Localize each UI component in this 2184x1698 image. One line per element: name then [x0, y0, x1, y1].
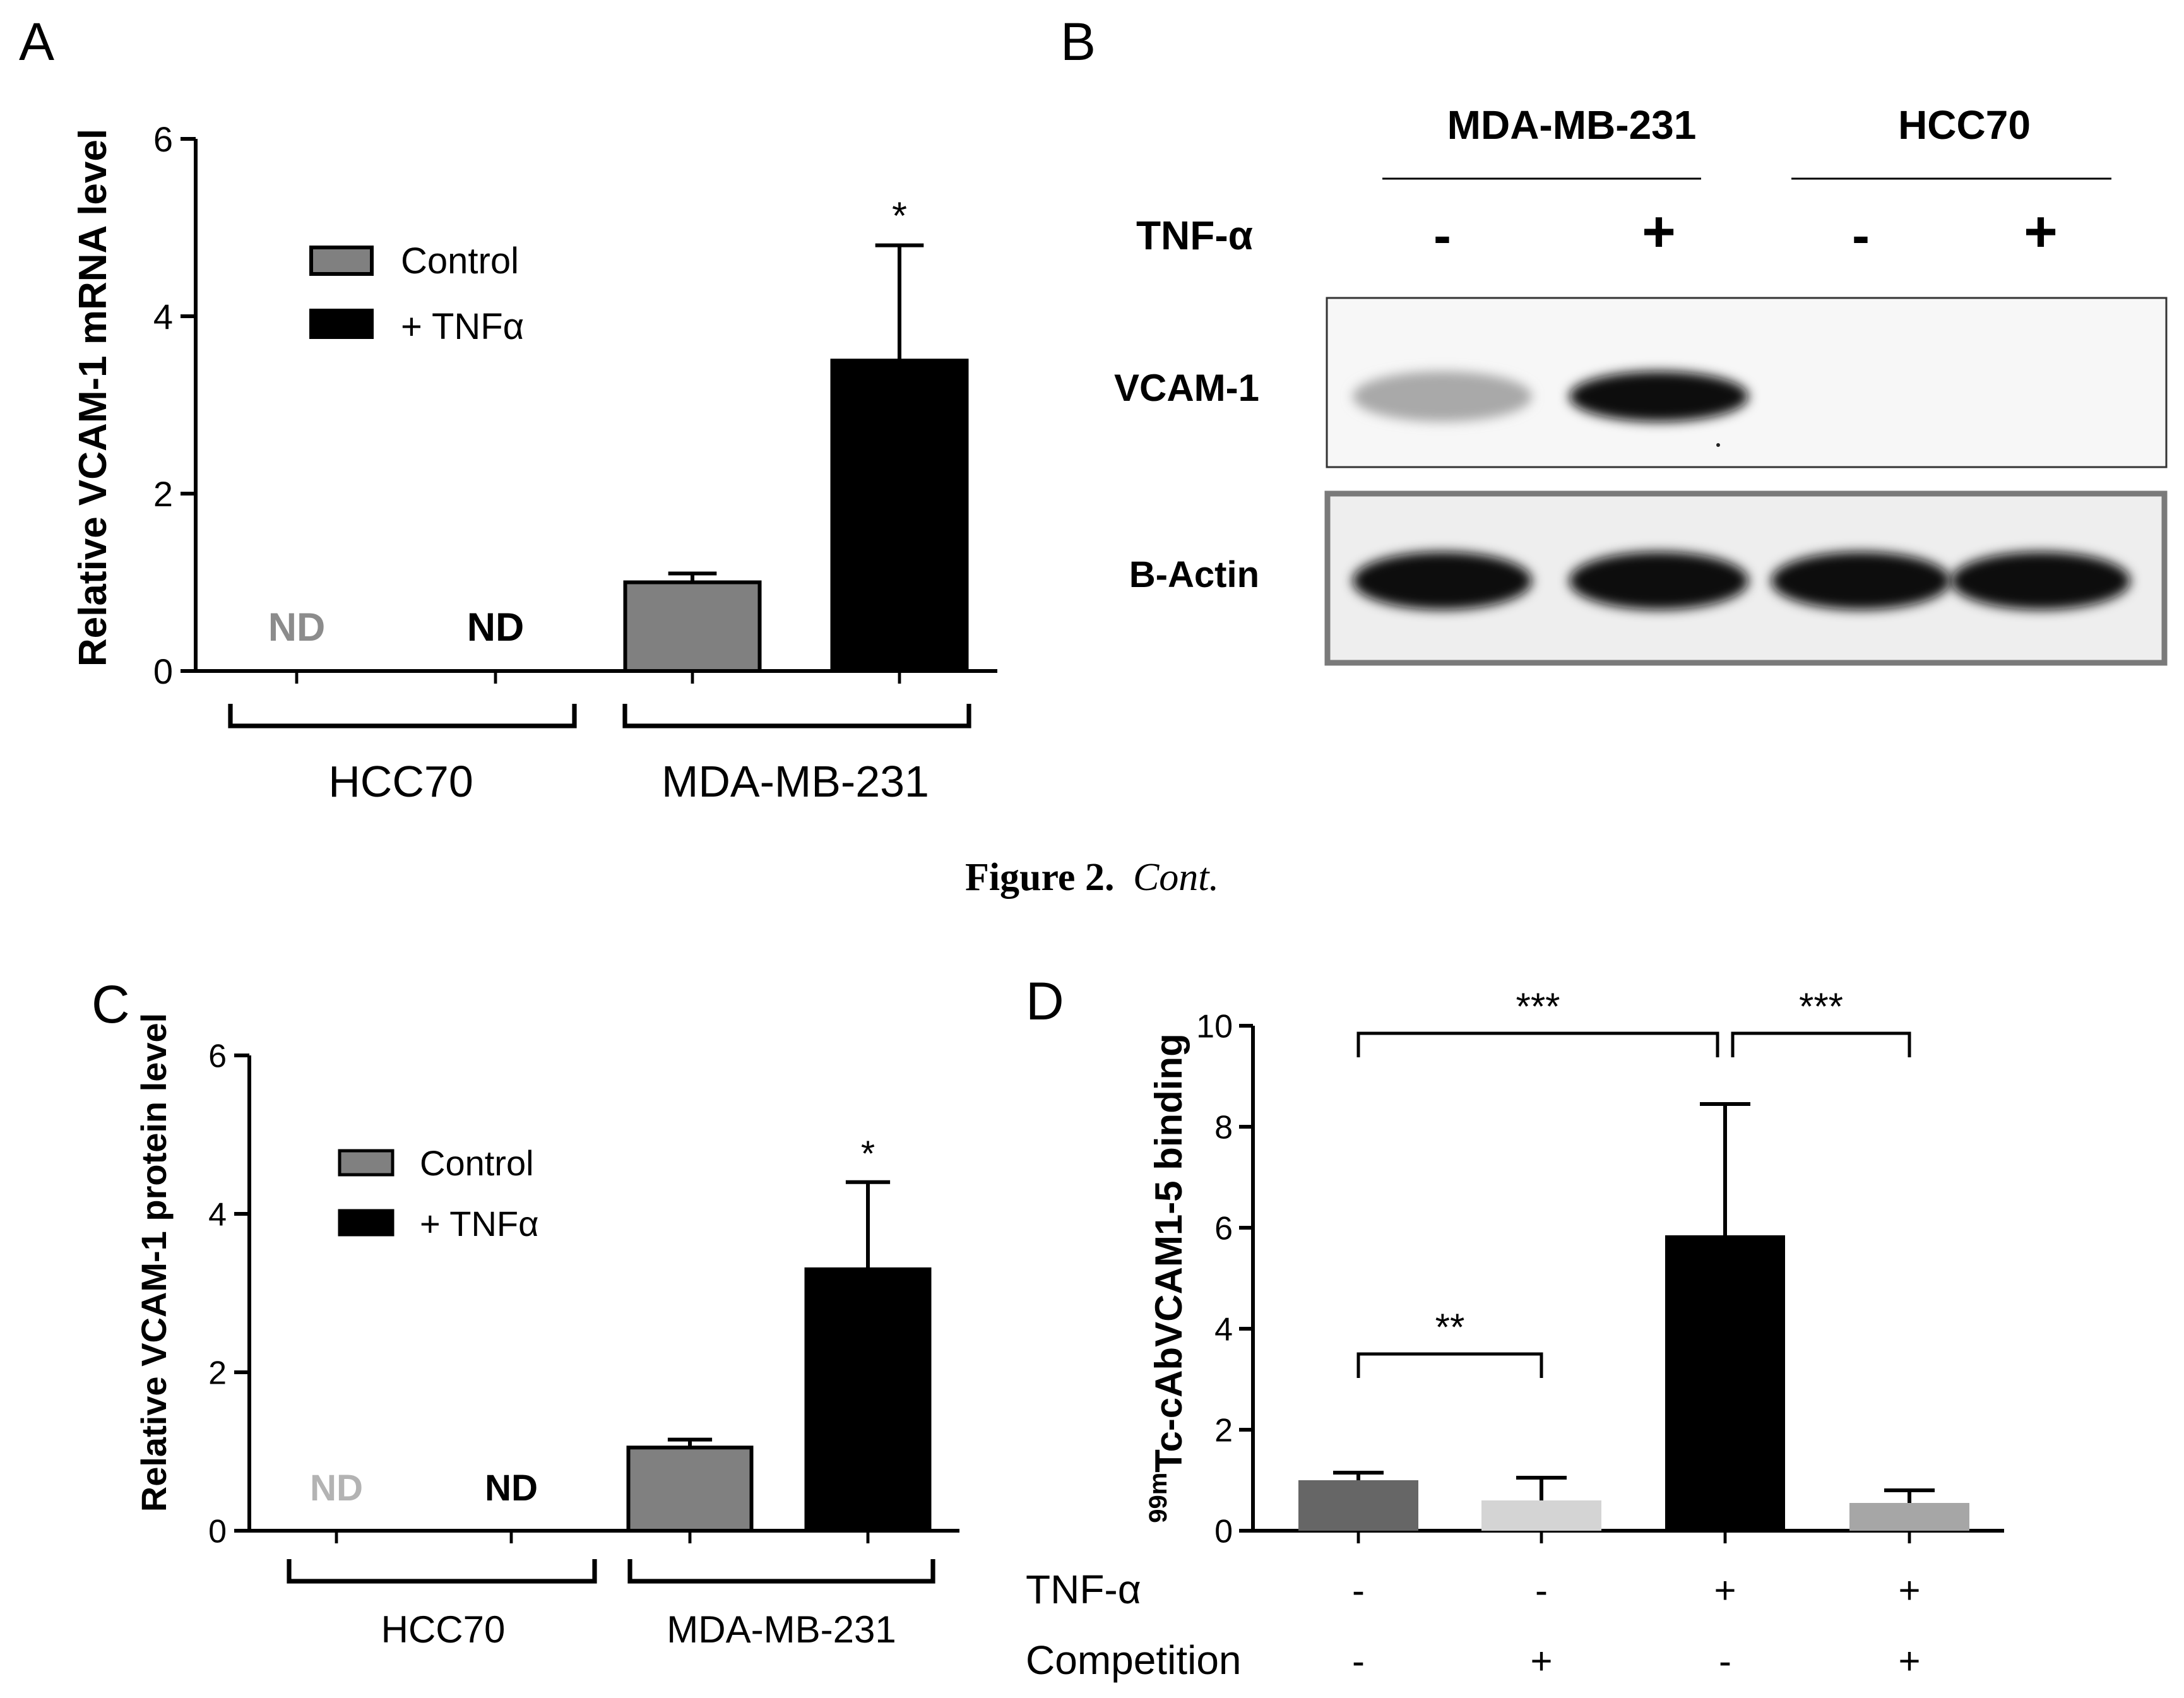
- panel-a-group-bracket: [228, 704, 577, 728]
- panel-d: D 99mTc-cAbVCAM1-5 binding 0 2 4 6 8 10 - - - + + -…: [1026, 971, 2004, 1683]
- panel-b-cell-line-hcc70: HCC70: [1898, 102, 2031, 148]
- panel-a-nd-label: ND: [467, 605, 525, 650]
- panel-a-letter: A: [19, 12, 54, 71]
- svg-text:Figure 2. Cont.: Figure 2. Cont.: [965, 856, 1219, 899]
- panel-c-legend-swatch-tnf: [338, 1209, 395, 1237]
- panel-c-letter: C: [92, 975, 130, 1034]
- panel-d-y-tick-label: 2: [1214, 1413, 1233, 1449]
- panel-a-y-tick-label: 0: [153, 651, 173, 691]
- panel-b-cell-line-mda: MDA-MB-231: [1447, 102, 1697, 148]
- panel-c-y-tick-label: 4: [208, 1197, 227, 1233]
- panel-c-y-tick-label: 0: [208, 1514, 227, 1550]
- panel-b-band: [1569, 371, 1748, 422]
- panel-c-legend-label-control: Control: [420, 1143, 534, 1183]
- panel-a-y-tick-label: 4: [153, 297, 173, 336]
- panel-a-group-label-hcc70: HCC70: [328, 757, 473, 806]
- panel-c-bar: [804, 1267, 932, 1533]
- panel-d-significance-bracket: [1731, 1031, 1911, 1057]
- panel-a-nd-label: ND: [268, 605, 326, 650]
- panel-d-y-axis-label: 99mTc-cAbVCAM1-5 binding: [1144, 1033, 1190, 1523]
- panel-d-significance-label: **: [1435, 1306, 1465, 1348]
- panel-a-bar: [623, 580, 762, 673]
- panel-d-y-tick-label: 0: [1214, 1514, 1233, 1550]
- panel-c-y-axis-label: Relative VCAM-1 protein level: [134, 1013, 174, 1512]
- panel-d-y-tick-label: 8: [1214, 1110, 1233, 1146]
- panel-a-legend-swatch-tnf: [309, 309, 374, 339]
- panel-d-bar: [1298, 1480, 1418, 1531]
- panel-b-lane-sign-3: -: [1852, 206, 1870, 265]
- panel-b-row-label-actin: B-Actin: [1129, 554, 1259, 595]
- panel-c-y-tick-label: 6: [208, 1038, 227, 1075]
- panel-d-competition-sign: -: [1352, 1640, 1365, 1682]
- panel-b-blot-speck: [1716, 443, 1720, 447]
- panel-a-y-tick-label: 2: [153, 474, 173, 514]
- panel-c-legend-swatch-control: [338, 1149, 395, 1177]
- panel-b-lane-sign-1: -: [1433, 206, 1451, 265]
- panel-d-y-axis-label-main: Tc-cAbVCAM1-5 binding: [1148, 1033, 1190, 1473]
- panel-a-legend-label-control: Control: [401, 240, 519, 282]
- caption-bold: Figure 2.: [965, 856, 1115, 899]
- panel-d-tnf-sign: +: [1898, 1569, 1920, 1612]
- panel-d-y-tick-label: 6: [1214, 1211, 1233, 1247]
- panel-c-group-label-mda: MDA-MB-231: [667, 1608, 896, 1651]
- panel-a-group-bracket: [622, 704, 971, 728]
- panel-a-legend-swatch-control: [309, 246, 374, 276]
- panel-d-significance-label: ***: [1799, 985, 1843, 1028]
- panel-d-competition-sign: -: [1719, 1640, 1731, 1682]
- panel-d-y-tick-label: 10: [1196, 1009, 1233, 1045]
- panel-d-significance-label: ***: [1516, 985, 1560, 1028]
- panel-b-band: [1569, 552, 1748, 610]
- caption-italic: Cont.: [1133, 856, 1219, 899]
- panel-c-nd-label: ND: [310, 1468, 363, 1509]
- panel-d-tnf-sign: -: [1352, 1569, 1365, 1612]
- panel-d-significance-bracket: [1356, 1352, 1543, 1378]
- panel-b-band: [1353, 552, 1532, 610]
- panel-d-bar: [1665, 1235, 1785, 1531]
- panel-d-significance-bracket: [1356, 1031, 1719, 1057]
- panel-b-band: [1951, 552, 2130, 610]
- panel-b-row-label-vcam1: VCAM-1: [1114, 367, 1259, 409]
- panel-d-letter: D: [1026, 971, 1064, 1031]
- panel-b-band: [1771, 552, 1950, 610]
- panel-b-letter: B: [1060, 12, 1096, 71]
- panel-a-group-label-mda: MDA-MB-231: [662, 757, 929, 806]
- panel-d-bar: [1481, 1500, 1601, 1531]
- panel-d-bar: [1849, 1503, 1969, 1531]
- panel-a-legend-label-tnf: + TNFα: [401, 306, 524, 347]
- panel-d-y-tick-label: 4: [1214, 1312, 1233, 1348]
- panel-b-band: [1353, 371, 1532, 422]
- panel-a-y-axis-label: Relative VCAM-1 mRNA level: [71, 129, 115, 667]
- panel-b-lane-sign-4: +: [2024, 199, 2058, 264]
- panel-d-y-axis-label-sup: 99m: [1144, 1473, 1172, 1523]
- panel-c-y-tick-label: 2: [208, 1355, 227, 1392]
- panel-a-bar: [830, 359, 969, 673]
- panel-a: A Relative VCAM-1 mRNA level 0 2 4 6 ND ND * C…: [19, 12, 997, 806]
- panel-a-significance-star: *: [892, 194, 907, 238]
- figure-caption: Figure 2. Cont.: [965, 856, 1219, 899]
- panel-b: B MDA-MB-231 HCC70 TNF-α - + - + VCAM-1 …: [1060, 12, 2168, 666]
- panel-c-group-bracket: [627, 1559, 935, 1584]
- panel-a-y-tick-label: 6: [153, 119, 173, 159]
- panel-c-group-label-hcc70: HCC70: [381, 1608, 506, 1651]
- panel-c-nd-label: ND: [485, 1468, 538, 1509]
- panel-d-tnf-sign: -: [1535, 1569, 1548, 1612]
- panel-b-lane-sign-2: +: [1642, 199, 1676, 264]
- panel-c-group-bracket: [287, 1559, 597, 1584]
- panel-c-significance-star: *: [861, 1134, 875, 1174]
- panel-d-row-label-competition: Competition: [1026, 1637, 1242, 1683]
- panel-d-competition-sign: +: [1898, 1640, 1920, 1682]
- panel-c: C Relative VCAM-1 protein level 0 2 4 6 ND ND…: [92, 975, 959, 1651]
- panel-c-bar: [626, 1446, 754, 1533]
- panel-d-tnf-sign: +: [1714, 1569, 1736, 1612]
- panel-d-row-label-tnf: TNF-α: [1026, 1567, 1141, 1612]
- panel-b-treatment-label: TNF-α: [1136, 213, 1253, 258]
- panel-d-competition-sign: +: [1530, 1640, 1552, 1682]
- panel-c-legend-label-tnf: + TNFα: [420, 1204, 538, 1244]
